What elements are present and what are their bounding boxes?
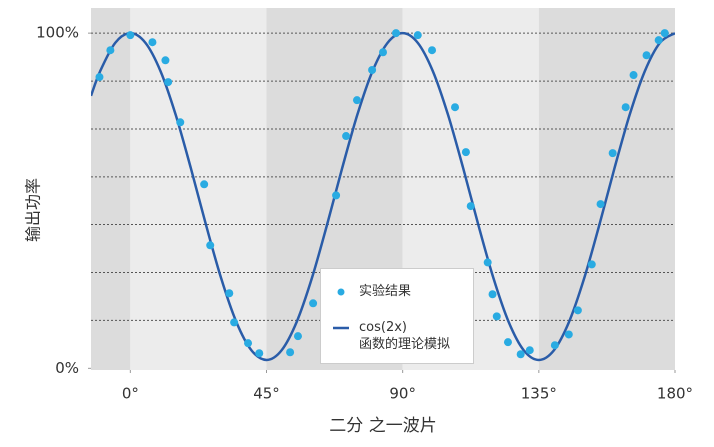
data-point: [654, 36, 663, 45]
data-point: [466, 202, 475, 211]
legend-symbol: [333, 326, 349, 330]
data-point: [286, 348, 295, 357]
data-point: [244, 339, 253, 348]
data-point: [525, 346, 534, 355]
x-tick-label: 0°: [122, 385, 139, 403]
data-point: [596, 200, 605, 209]
data-point: [503, 338, 512, 347]
x-tick-label: 45°: [253, 385, 280, 403]
data-point: [176, 118, 185, 127]
data-point: [206, 241, 215, 250]
x-tick-label: 180°: [657, 385, 693, 403]
legend-symbol: [337, 288, 345, 296]
data-point: [230, 318, 239, 327]
data-point: [550, 341, 559, 350]
data-point: [488, 290, 497, 299]
data-point: [483, 258, 492, 267]
data-point: [608, 149, 617, 158]
background-band: [91, 8, 131, 370]
data-point: [413, 31, 422, 40]
data-point: [342, 132, 351, 141]
data-point: [126, 31, 135, 40]
data-point: [225, 289, 234, 298]
data-point: [164, 78, 173, 87]
data-point: [660, 29, 669, 38]
data-point: [368, 66, 377, 75]
data-point: [573, 306, 582, 315]
background-band: [130, 8, 267, 370]
legend-label: 实验结果: [359, 284, 412, 299]
data-point: [309, 299, 318, 308]
x-tick-label: 90°: [389, 385, 416, 403]
data-point: [587, 260, 596, 269]
data-point: [642, 51, 651, 60]
data-point: [379, 48, 387, 57]
data-point: [461, 148, 470, 157]
y-tick-label: 100%: [36, 24, 79, 42]
x-tick-label: 135°: [521, 385, 557, 403]
legend-label: cos(2x) 函数的理论模拟: [359, 320, 451, 352]
background-band: [538, 8, 675, 370]
legend-marker: [337, 288, 345, 296]
data-point: [255, 349, 264, 358]
data-point: [95, 73, 104, 82]
x-axis-title: 二分 之一波片: [329, 416, 436, 436]
data-point: [492, 312, 501, 321]
data-point: [392, 29, 401, 38]
data-point: [352, 96, 361, 105]
data-point: [451, 103, 460, 112]
data-point: [200, 180, 209, 189]
y-tick-label: 0%: [55, 359, 79, 377]
data-point: [516, 350, 525, 359]
data-point: [564, 330, 573, 339]
data-point: [161, 56, 170, 65]
data-point: [148, 38, 157, 47]
data-point: [293, 332, 302, 341]
y-axis-title: 输出功率: [24, 178, 43, 242]
data-point: [621, 103, 630, 112]
data-point: [106, 46, 115, 55]
data-point: [332, 191, 341, 200]
data-point: [428, 46, 437, 55]
data-point: [629, 71, 638, 80]
legend: 实验结果 cos(2x) 函数的理论模拟: [320, 268, 474, 364]
theory-line: [91, 31, 675, 362]
